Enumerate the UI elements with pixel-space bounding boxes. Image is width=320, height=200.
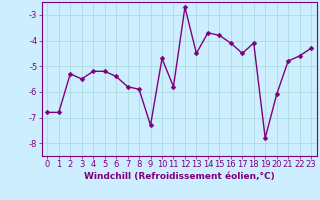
X-axis label: Windchill (Refroidissement éolien,°C): Windchill (Refroidissement éolien,°C) <box>84 172 275 181</box>
